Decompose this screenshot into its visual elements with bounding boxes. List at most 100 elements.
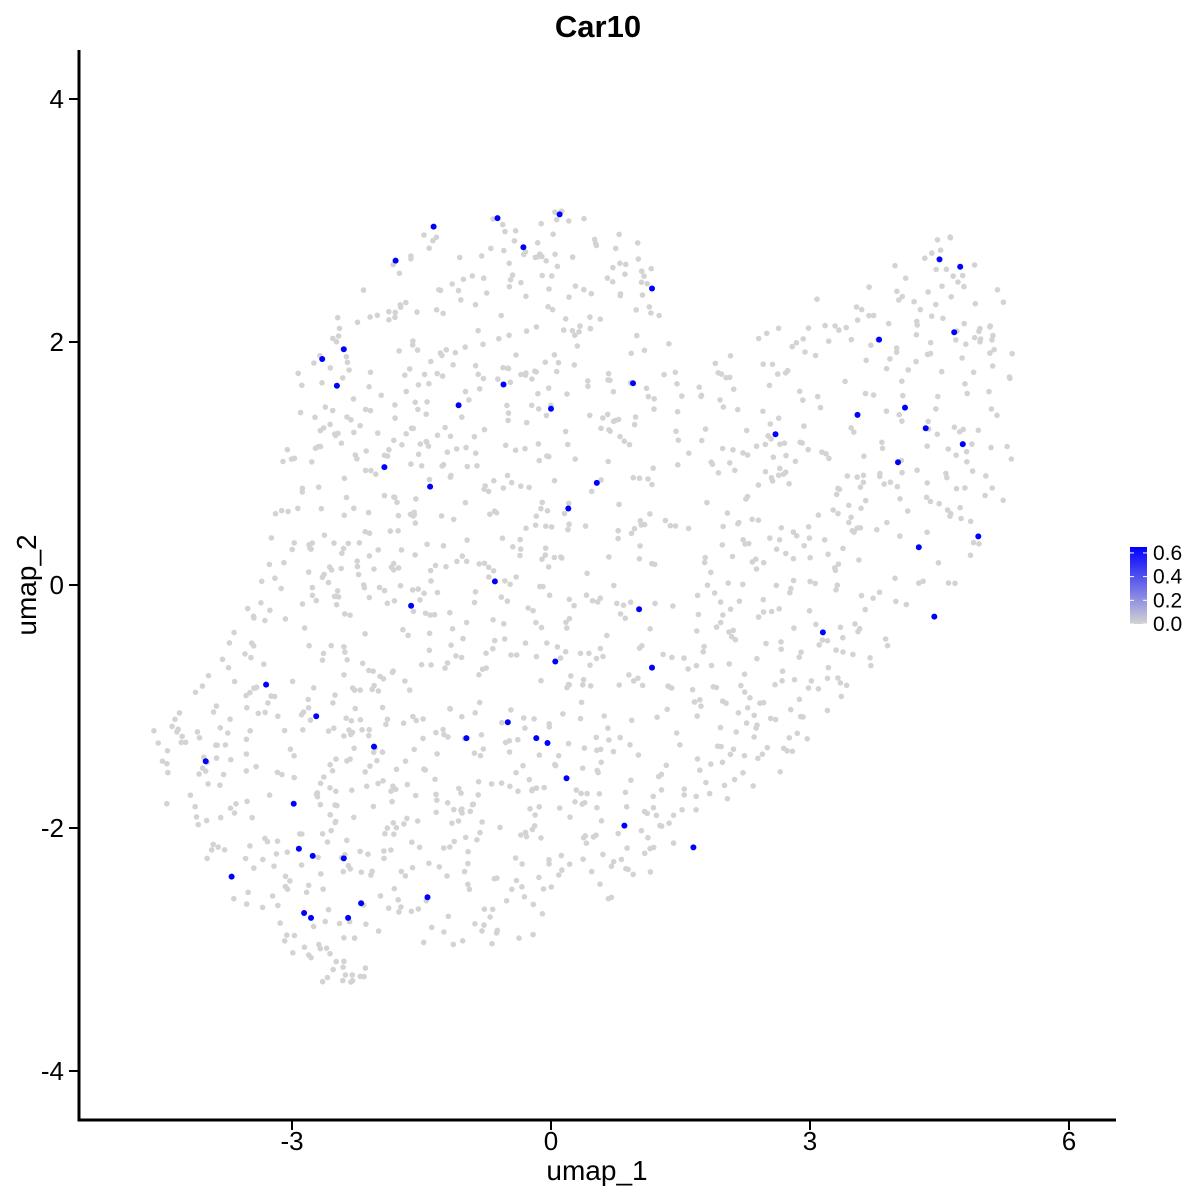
background-cell [464, 463, 471, 470]
background-cell [455, 287, 462, 294]
background-cell [250, 613, 257, 620]
background-cell [486, 574, 492, 580]
background-cell [778, 646, 784, 652]
background-cell [533, 653, 540, 660]
background-cell [746, 540, 752, 547]
background-cell [633, 307, 639, 313]
background-cell [933, 266, 939, 273]
background-cell [474, 837, 480, 843]
background-cell [962, 485, 968, 491]
background-cell [164, 748, 171, 754]
background-cell [852, 621, 858, 627]
background-cell [428, 662, 434, 668]
background-cell [616, 682, 622, 688]
background-cell [911, 298, 917, 305]
background-cell [324, 839, 331, 845]
background-cell [646, 304, 653, 310]
background-cell [344, 758, 350, 764]
background-cell [753, 443, 760, 450]
background-cell [299, 601, 306, 607]
background-cell [313, 791, 320, 797]
background-cell [443, 563, 449, 570]
background-cell [508, 707, 514, 713]
background-cell [392, 309, 399, 316]
background-cell [298, 712, 305, 718]
background-cell [637, 517, 644, 524]
background-cell [641, 850, 648, 857]
background-cell [448, 642, 454, 648]
background-cell [449, 281, 456, 287]
background-cell [410, 608, 417, 615]
background-cell [488, 781, 495, 787]
background-cell [266, 561, 273, 568]
background-cell [475, 778, 482, 785]
background-cell [721, 782, 728, 789]
background-cell [566, 521, 572, 527]
background-cell [277, 920, 284, 926]
background-cell [396, 270, 403, 277]
background-cell [458, 790, 464, 796]
background-cell [868, 662, 874, 669]
background-cell [581, 799, 588, 806]
background-cell [971, 334, 978, 341]
background-cell [231, 810, 238, 816]
background-cell [835, 561, 842, 567]
background-cell [622, 271, 628, 278]
background-cell [348, 979, 354, 985]
background-cell [963, 341, 969, 348]
background-cell [565, 681, 572, 688]
background-cell [833, 491, 840, 498]
background-cell [856, 625, 863, 632]
background-cell [417, 441, 424, 447]
background-cell [215, 844, 221, 850]
background-cell [743, 720, 750, 726]
background-cell [577, 323, 583, 329]
background-cell [718, 371, 725, 377]
background-cell [566, 861, 573, 867]
background-cell [577, 650, 584, 657]
background-cell [247, 689, 253, 696]
background-cell [213, 755, 220, 761]
background-cell [837, 680, 844, 686]
background-cell [535, 390, 541, 397]
background-cell [539, 272, 545, 279]
background-cell [347, 866, 354, 872]
background-cell [367, 763, 373, 769]
background-cell [448, 472, 454, 479]
background-cell [899, 418, 905, 424]
background-cell [644, 810, 650, 817]
background-cell [242, 651, 248, 657]
background-cell [504, 472, 511, 479]
background-cell [760, 596, 767, 603]
background-cell [349, 729, 356, 736]
background-cell [731, 776, 738, 783]
background-cell [360, 582, 367, 588]
background-cell [617, 734, 623, 741]
background-cell [397, 582, 404, 589]
background-cell [327, 785, 333, 791]
background-cell [743, 427, 750, 434]
background-cell [638, 279, 645, 286]
expressing-cell [427, 483, 434, 490]
background-cell [466, 397, 472, 403]
background-cell [729, 553, 736, 560]
background-cell [377, 673, 383, 680]
background-cell [491, 477, 497, 484]
background-cell [736, 598, 743, 604]
background-cell [860, 472, 867, 479]
background-cell [770, 454, 777, 461]
background-cell [383, 721, 389, 728]
background-cell [701, 643, 707, 650]
background-cell [894, 483, 901, 490]
background-cell [734, 406, 741, 413]
background-cell [617, 260, 623, 267]
background-cell [582, 523, 589, 529]
background-cell [685, 525, 692, 532]
y-tick-label: 4 [50, 84, 64, 114]
background-cell [604, 632, 610, 639]
background-cell [376, 584, 383, 591]
background-cells [151, 208, 1015, 985]
background-cell [465, 881, 471, 888]
background-cell [390, 567, 397, 573]
background-cell [459, 553, 466, 559]
